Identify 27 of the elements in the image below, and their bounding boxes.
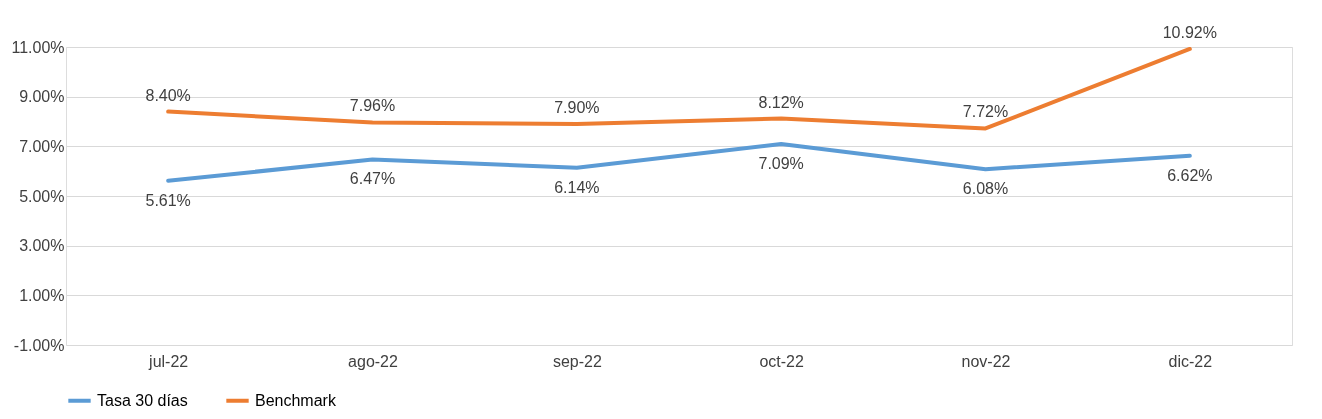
data-label: 7.72% bbox=[962, 103, 1009, 121]
y-tick-label: 11.00% bbox=[11, 38, 65, 56]
data-label: 5.61% bbox=[145, 191, 191, 209]
data-label: 6.08% bbox=[962, 180, 1009, 198]
x-tick-label: jul-22 bbox=[148, 352, 189, 370]
x-tick-label: nov-22 bbox=[961, 352, 1011, 370]
x-tick-label: sep-22 bbox=[552, 352, 602, 370]
data-label: 8.40% bbox=[145, 86, 191, 104]
data-label: 7.96% bbox=[349, 97, 396, 115]
data-label: 7.90% bbox=[554, 98, 600, 116]
y-tick-label: 9.00% bbox=[19, 88, 65, 106]
data-label: 6.47% bbox=[349, 170, 396, 188]
data-label: 6.62% bbox=[1167, 166, 1213, 184]
legend-label: Tasa 30 días bbox=[97, 391, 188, 409]
y-tick-label: 3.00% bbox=[19, 237, 65, 255]
data-label: 10.92% bbox=[1162, 23, 1217, 41]
y-tick-label: -1.00% bbox=[13, 336, 65, 354]
x-tick-label: dic-22 bbox=[1168, 352, 1213, 370]
data-label: 7.09% bbox=[758, 155, 804, 173]
data-label: 6.14% bbox=[554, 178, 600, 196]
x-tick-label: oct-22 bbox=[759, 352, 804, 370]
y-tick-label: 5.00% bbox=[19, 187, 65, 205]
y-tick-label: 7.00% bbox=[19, 137, 65, 155]
x-tick-label: ago-22 bbox=[348, 352, 399, 370]
y-tick-label: 1.00% bbox=[19, 286, 65, 304]
data-label: 8.12% bbox=[758, 93, 804, 111]
legend-label: Benchmark bbox=[255, 391, 337, 409]
